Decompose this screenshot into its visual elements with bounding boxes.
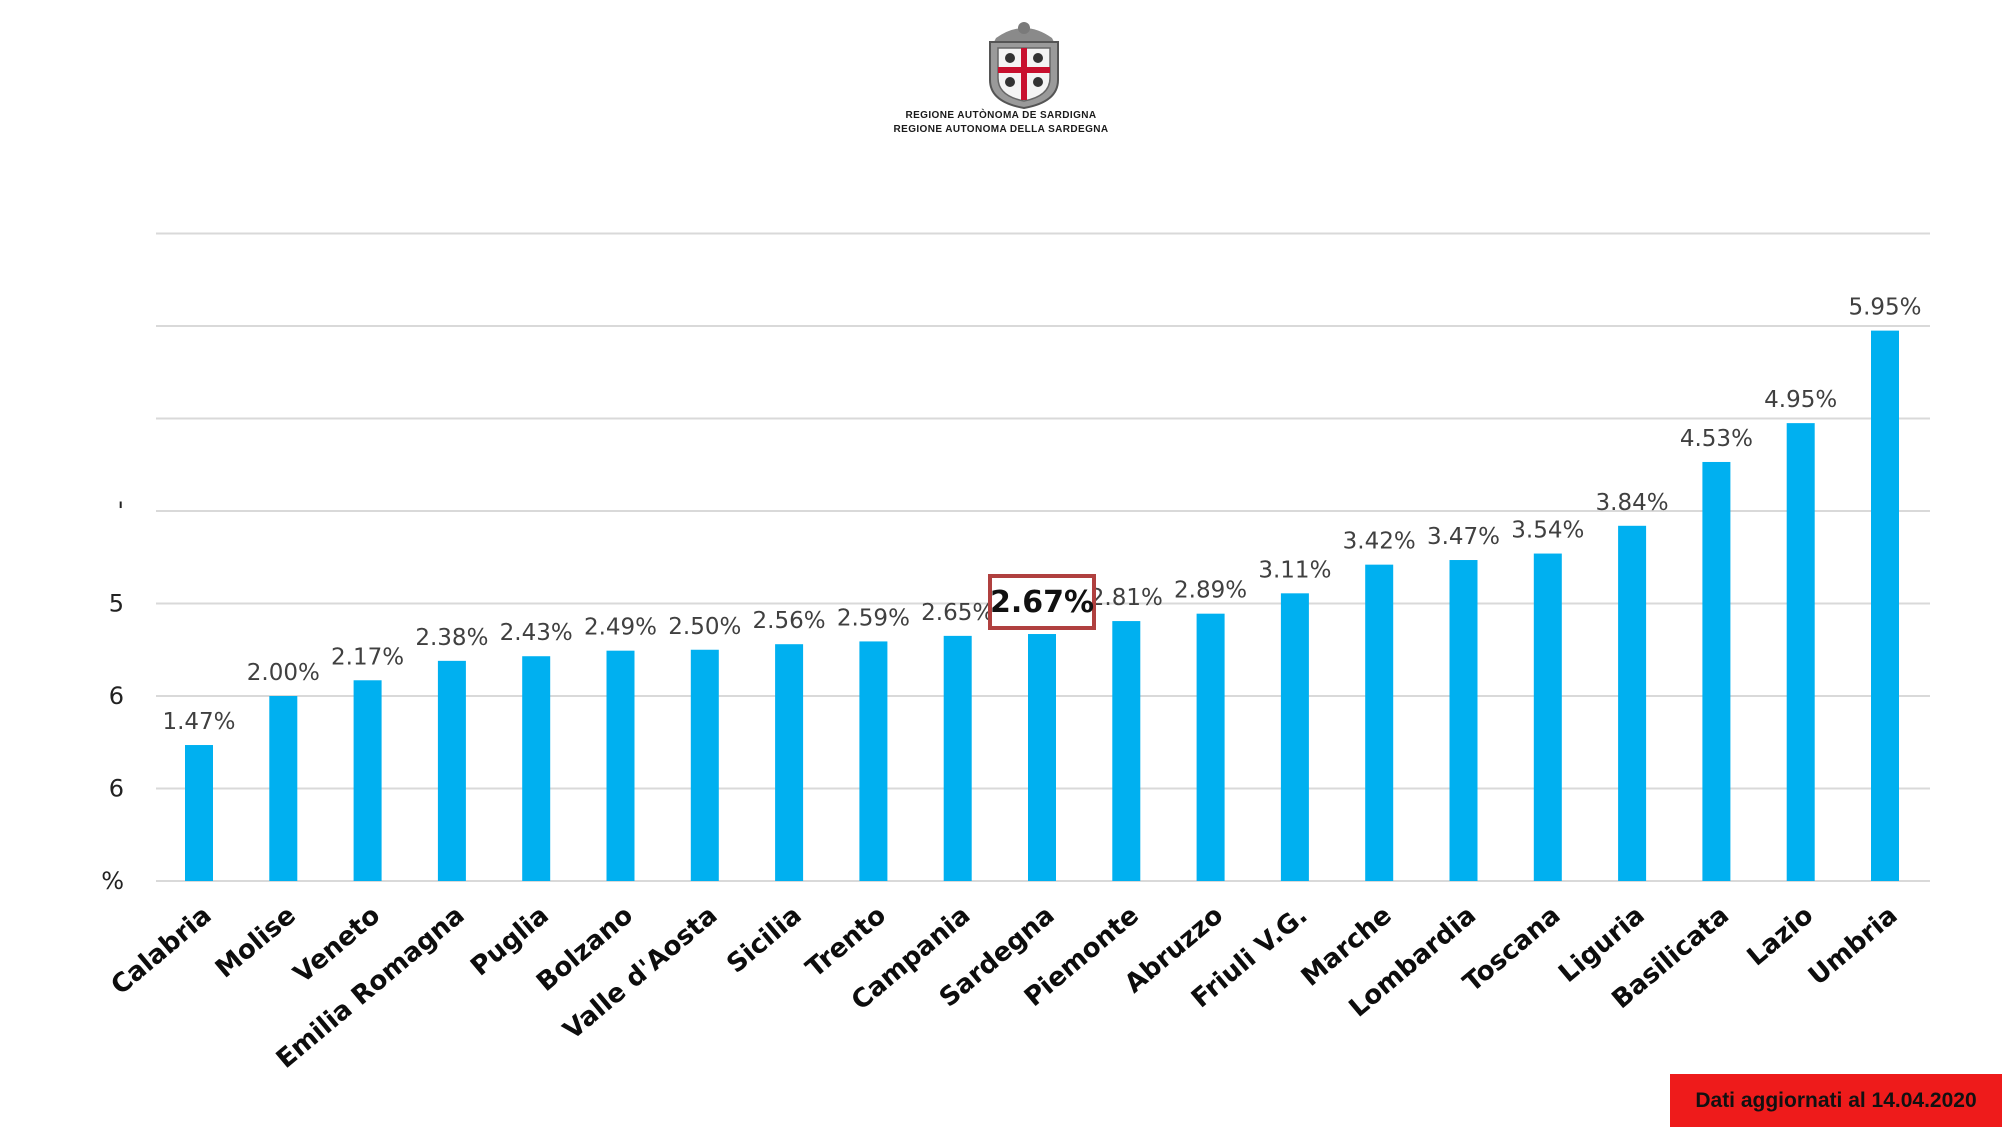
bar — [859, 641, 888, 881]
header: REGIONE AUTÒNOMA DE SARDIGNA REGIONE AUT… — [0, 0, 2002, 150]
bar — [775, 644, 804, 881]
x-tick-label: Calabria — [106, 900, 218, 1001]
bar — [1028, 634, 1056, 881]
data-label: 2.50% — [668, 614, 741, 640]
x-tick-label: Umbria — [1803, 900, 1904, 991]
data-label: 2.65% — [921, 600, 994, 626]
y-tick-label: 6 — [109, 775, 124, 803]
data-label: 2.81% — [1090, 585, 1163, 611]
org-name-sardinian: REGIONE AUTÒNOMA DE SARDIGNA — [905, 110, 1097, 121]
x-tick-label: Lazio — [1742, 900, 1820, 972]
data-label: 2.43% — [500, 620, 573, 646]
data-label: 2.89% — [1174, 578, 1247, 604]
bar — [690, 649, 719, 881]
data-label: 2.56% — [753, 608, 826, 634]
y-tick-label: % — [101, 867, 124, 895]
data-label: 3.47% — [1427, 524, 1500, 550]
data-label: 3.84% — [1596, 490, 1669, 516]
org-name-italian: REGIONE AUTONOMA DELLA SARDEGNA — [893, 124, 1109, 135]
bars — [185, 330, 1899, 881]
data-label: 1.47% — [162, 709, 235, 735]
bar — [943, 635, 972, 881]
bar — [1196, 613, 1225, 881]
bar — [1112, 621, 1141, 881]
data-label: 2.38% — [415, 625, 488, 651]
bar — [185, 745, 213, 881]
data-label: 2.17% — [331, 644, 404, 670]
bar — [1449, 560, 1478, 881]
value-labels: 1.47% 2.00% 2.17% 2.38% 2.43% 2.49% 2.50% 2.56%… — [162, 295, 1921, 735]
highlight-value-box: 2.67% — [988, 574, 1096, 630]
bar — [353, 680, 382, 881]
data-label: 3.54% — [1511, 518, 1584, 544]
bar — [1871, 330, 1899, 881]
sardinia-coat-of-arms-icon — [989, 22, 1059, 110]
bar — [522, 656, 551, 881]
update-note: Dati aggiornati al 14.04.2020 — [1670, 1074, 2002, 1127]
x-tick-label: Valle d'Aosta — [558, 900, 723, 1046]
y-tick-label: ' — [117, 497, 124, 525]
data-label: 2.59% — [837, 605, 910, 631]
bar — [269, 696, 298, 881]
data-label: 4.95% — [1764, 387, 1837, 413]
bar — [1365, 564, 1394, 881]
bar — [1786, 423, 1815, 881]
bar — [1702, 461, 1731, 881]
data-label: 2.49% — [584, 615, 657, 641]
bar — [1280, 593, 1309, 881]
data-label: 4.53% — [1680, 426, 1753, 452]
bar — [1533, 553, 1562, 881]
y-tick-labels: % 6 6 5 ' — [101, 497, 124, 895]
y-tick-label: 6 — [109, 682, 124, 710]
x-tick-label: Molise — [210, 900, 302, 984]
data-label: 2.00% — [247, 660, 320, 686]
bar — [606, 650, 635, 881]
x-tick-label: Sicilia — [721, 900, 807, 979]
bar — [437, 660, 466, 881]
y-tick-label: 5 — [109, 590, 124, 618]
data-label: 5.95% — [1848, 295, 1921, 321]
data-label: 3.42% — [1343, 529, 1416, 555]
bar — [1618, 525, 1647, 881]
data-label: 3.11% — [1258, 557, 1331, 583]
